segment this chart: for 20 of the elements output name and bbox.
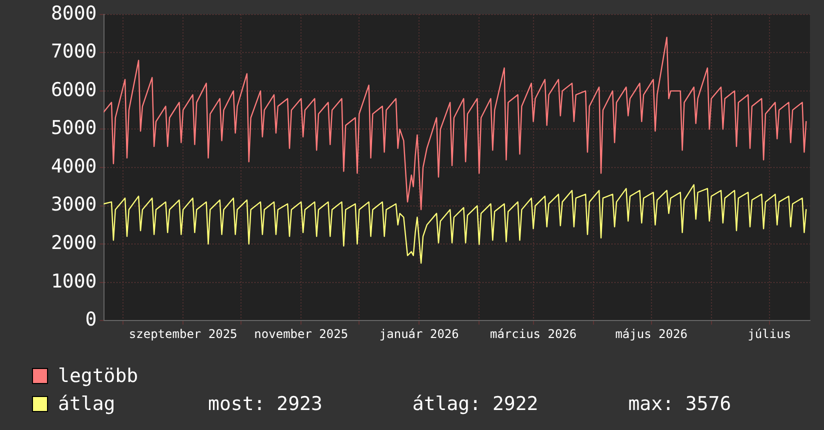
y-tick-label: 5000 (50, 117, 97, 140)
y-tick-label: 7000 (50, 40, 97, 63)
text: max: 3576 (628, 392, 732, 417)
y-tick-label: 8000 (50, 2, 97, 24)
text: most: 2923 (208, 392, 322, 417)
y-tick-label: 6000 (50, 78, 97, 101)
y-tick-label: 2000 (50, 232, 97, 254)
x-tick-label: május 2026 (615, 326, 688, 341)
legend-label: átlag (58, 392, 116, 417)
x-tick-label: március 2026 (490, 326, 577, 341)
y-tick-label: 0 (85, 308, 97, 331)
x-tick-label: szeptember 2025 (128, 326, 238, 341)
legend-label: legtöbb (58, 364, 140, 389)
y-tick-label: 1000 (50, 270, 97, 292)
x-tick-label: július (748, 326, 792, 341)
y-tick-label: 4000 (50, 155, 97, 178)
x-tick-label: január 2026 (379, 326, 459, 341)
text: átlag: 2922 (412, 392, 538, 417)
y-tick-label: 3000 (50, 194, 97, 216)
x-tick-label: november 2025 (254, 326, 348, 341)
